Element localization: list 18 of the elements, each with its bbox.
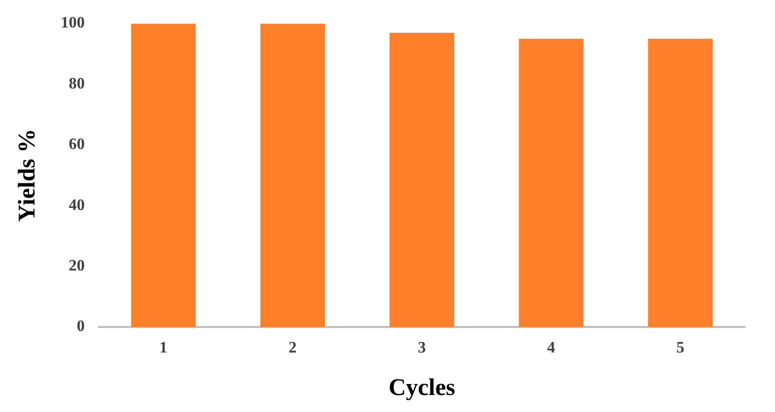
x-tick-label: 1 xyxy=(159,340,168,357)
bar xyxy=(260,24,325,327)
bar xyxy=(131,24,196,327)
y-tick-label: 80 xyxy=(68,75,85,92)
y-tick-label: 20 xyxy=(68,257,85,274)
x-tick-label: 5 xyxy=(676,340,684,357)
bar xyxy=(648,38,713,327)
y-tick-label: 100 xyxy=(60,14,85,32)
y-tick-label: 60 xyxy=(68,136,85,154)
y-tick-label: 40 xyxy=(68,196,85,214)
bar xyxy=(518,38,584,327)
bar xyxy=(390,32,454,327)
y-axis-title: Yields % xyxy=(14,128,41,222)
x-tick-label: 3 xyxy=(418,340,426,357)
x-tick-label: 4 xyxy=(547,340,556,357)
x-axis-title: Cycles xyxy=(388,374,456,401)
x-tick-label: 2 xyxy=(288,340,297,357)
y-tick-label: 0 xyxy=(76,318,85,336)
